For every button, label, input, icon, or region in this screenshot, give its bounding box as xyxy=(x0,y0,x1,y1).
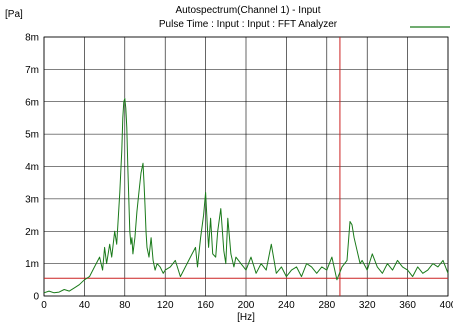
y-tick-labels: 0 1m 2m 3m 4m 5m 6m 7m 8m xyxy=(25,33,39,303)
y-tick-label: 4m xyxy=(25,162,39,173)
y-tick-label: 1m xyxy=(25,259,39,270)
y-tick-label: 2m xyxy=(25,227,39,238)
x-tick-label: 400 xyxy=(440,300,453,311)
y-tick-label: 3m xyxy=(25,194,39,205)
x-axis-label: [Hz] xyxy=(237,312,255,323)
x-tick-label: 320 xyxy=(359,300,376,311)
y-tick-label: 0 xyxy=(33,292,39,303)
x-tick-labels: 0 40 80 120 160 200 240 280 320 360 400 xyxy=(41,300,453,311)
series-layer xyxy=(43,98,449,294)
y-tick-label: 8m xyxy=(25,33,39,44)
series-line xyxy=(43,98,449,294)
x-tick-label: 200 xyxy=(238,300,255,311)
x-tick-label: 160 xyxy=(197,300,214,311)
x-tick-label: 40 xyxy=(79,300,91,311)
grid-lines xyxy=(43,36,449,297)
x-tick-label: 120 xyxy=(157,300,174,311)
chart-title: Autospectrum(Channel 1) - Input xyxy=(175,5,320,16)
x-tick-label: 240 xyxy=(278,300,295,311)
reference-lines xyxy=(44,37,448,296)
x-tick-label: 80 xyxy=(119,300,131,311)
x-tick-label: 280 xyxy=(318,300,335,311)
y-axis-label: [Pa] xyxy=(5,9,23,20)
chart-subtitle: Pulse Time : Input : Input : FFT Analyze… xyxy=(159,19,338,30)
y-tick-label: 5m xyxy=(25,130,39,141)
x-tick-label: 0 xyxy=(41,300,47,311)
y-tick-label: 7m xyxy=(25,65,39,76)
x-tick-label: 360 xyxy=(399,300,416,311)
y-tick-label: 6m xyxy=(25,97,39,108)
